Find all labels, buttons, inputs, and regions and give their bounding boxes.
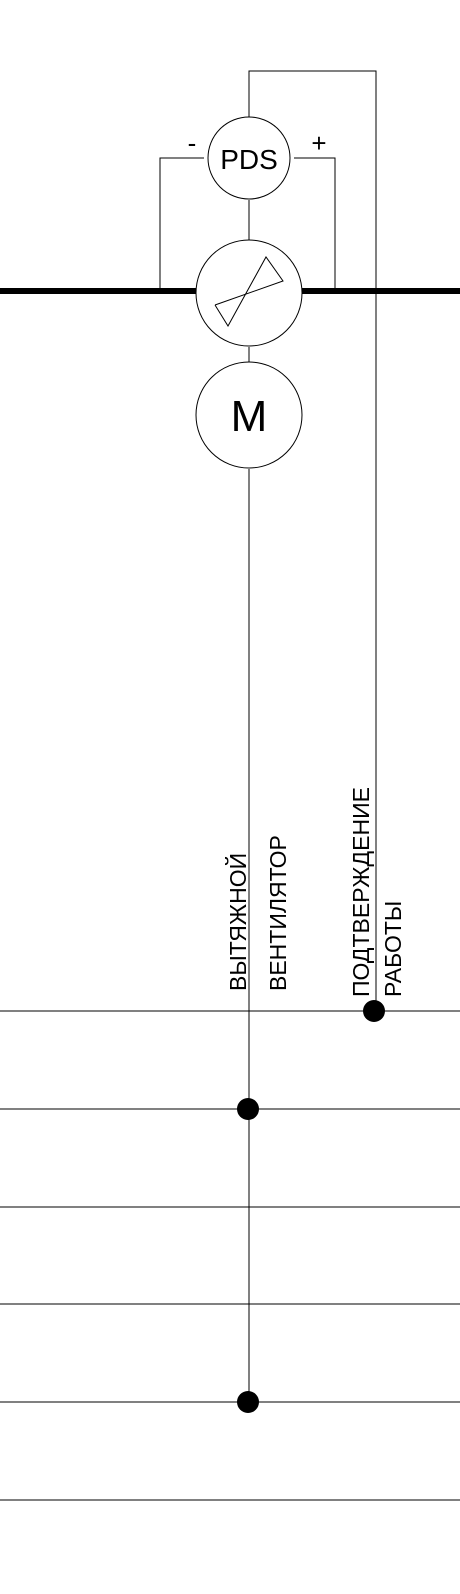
confirm-label-line1: ПОДТВЕРЖДЕНИЕ: [348, 787, 374, 997]
fan-label-line2: ВЕНТИЛЯТОР: [265, 835, 291, 991]
pds-plus-label: +: [311, 128, 326, 158]
pds-symbol: [207, 116, 291, 200]
junction-confirm: [363, 1000, 385, 1022]
motor-label: M: [231, 392, 268, 441]
confirm-signal-wire: [248, 70, 377, 1011]
junction-fan-1: [237, 1098, 259, 1120]
pds-plus-tube: [294, 157, 336, 289]
damper-icon: [214, 256, 284, 327]
fan-label-line1: ВЫТЯЖНОЙ: [224, 853, 251, 991]
confirm-label-line2: РАБОТЫ: [380, 901, 406, 997]
motor-symbol: [195, 361, 303, 469]
pds-minus-label: -: [188, 128, 197, 158]
pds-minus-tube: [159, 157, 204, 289]
pds-label: PDS: [220, 144, 278, 175]
junction-fan-2: [237, 1391, 259, 1413]
